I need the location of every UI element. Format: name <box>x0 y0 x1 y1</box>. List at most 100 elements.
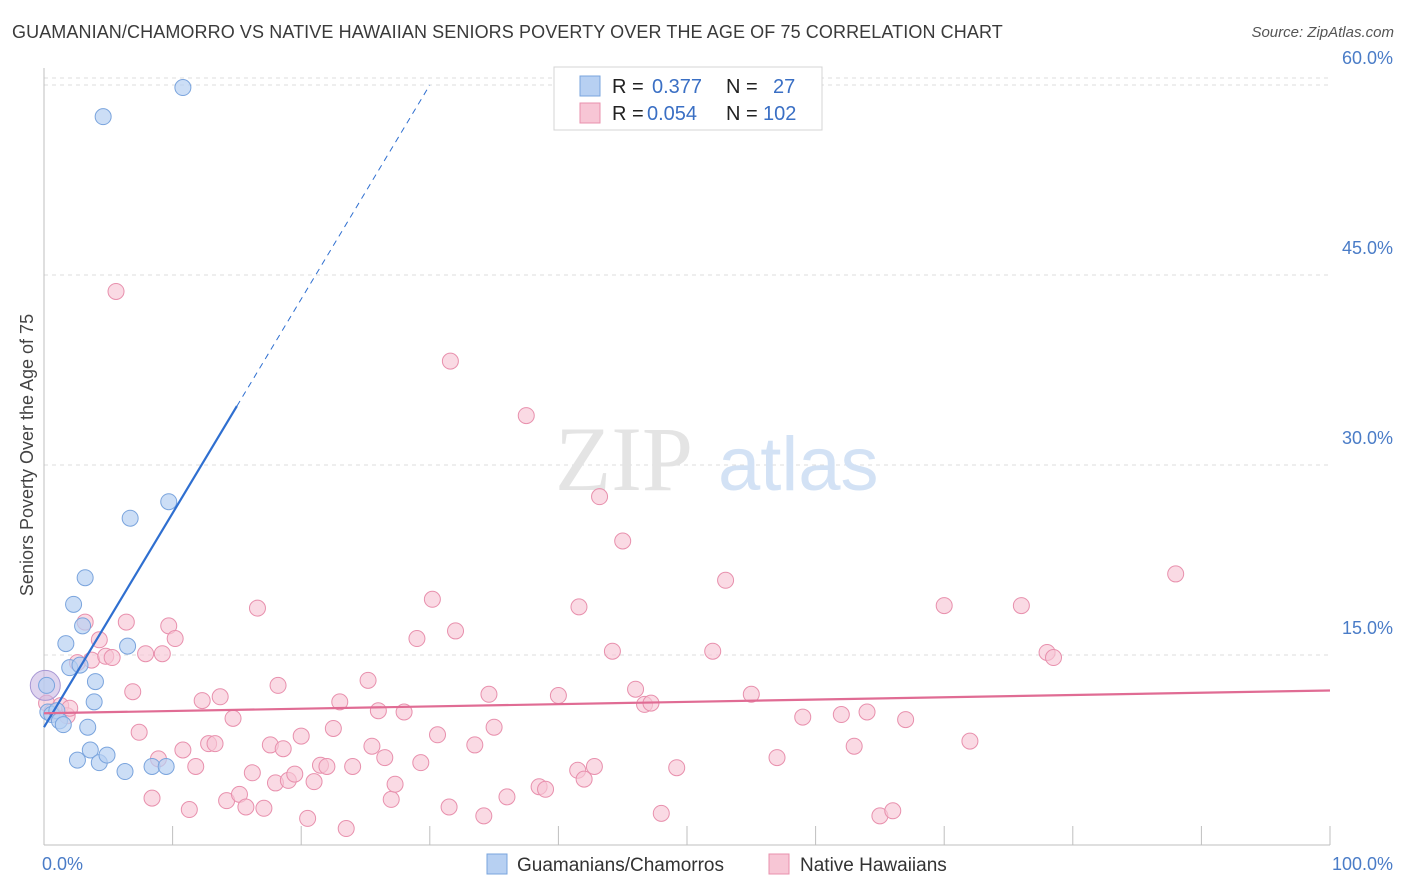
watermark: ZIP atlas <box>555 408 879 510</box>
watermark-atlas: atlas <box>718 422 879 507</box>
data-point-native-hawaiian <box>337 820 355 838</box>
data-point-guamanian <box>81 741 99 759</box>
legend-r-label-2: R = <box>612 103 644 125</box>
data-point-guamanian <box>160 493 178 511</box>
data-point-native-hawaiian <box>206 735 224 753</box>
tick-labels: 15.0% 30.0% 45.0% 60.0% 0.0% 100.0% <box>42 48 1393 874</box>
trend-line-guamanians <box>43 405 238 728</box>
data-point-native-hawaiian <box>143 789 161 807</box>
data-point-native-hawaiian <box>255 799 273 817</box>
data-point-guamanian <box>65 595 83 613</box>
bottom-legend-label-pink: Native Hawaiians <box>800 855 947 876</box>
legend-n-label-1: N = <box>726 76 758 98</box>
data-point-native-hawaiian <box>286 765 304 783</box>
x-tick-label-max: 100.0% <box>1332 854 1393 874</box>
data-point-guamanian <box>57 635 75 653</box>
data-point-guamanian <box>98 746 116 764</box>
data-point-guamanian <box>38 676 56 694</box>
data-point-native-hawaiian <box>794 708 812 726</box>
y-axis-label: Seniors Poverty Over the Age of 75 <box>17 314 37 596</box>
data-point-native-hawaiian <box>408 630 426 648</box>
data-point-native-hawaiian <box>704 642 722 660</box>
guamanians-points <box>29 79 192 781</box>
data-point-native-hawaiian <box>498 788 516 806</box>
data-point-guamanian <box>54 716 72 734</box>
data-point-guamanian <box>143 757 161 775</box>
data-point-native-hawaiian <box>344 757 362 775</box>
x-tick-label-min: 0.0% <box>42 854 83 874</box>
data-point-native-hawaiian <box>575 770 593 788</box>
data-point-native-hawaiian <box>211 688 229 706</box>
data-point-native-hawaiian <box>429 726 447 744</box>
data-point-native-hawaiian <box>103 649 121 667</box>
data-point-native-hawaiian <box>768 749 786 767</box>
data-point-native-hawaiian <box>153 645 171 663</box>
legend-n-value-1: 27 <box>773 76 795 98</box>
watermark-zip: ZIP <box>555 408 693 510</box>
data-point-native-hawaiian <box>117 613 135 631</box>
data-point-native-hawaiian <box>832 706 850 724</box>
data-point-native-hawaiian <box>324 719 342 737</box>
bottom-legend-swatch-blue <box>486 853 508 875</box>
data-point-native-hawaiian <box>331 693 349 711</box>
data-point-native-hawaiian <box>305 773 323 791</box>
data-point-native-hawaiian <box>845 737 863 755</box>
legend-n-value-2: 102 <box>763 103 796 125</box>
data-point-native-hawaiian <box>124 683 142 701</box>
data-point-native-hawaiian <box>627 680 645 698</box>
data-point-native-hawaiian <box>591 488 609 506</box>
data-point-guamanian <box>119 637 137 655</box>
data-point-native-hawaiian <box>248 599 266 617</box>
data-point-native-hawaiian <box>585 757 603 775</box>
data-point-native-hawaiian <box>166 630 184 648</box>
data-point-native-hawaiian <box>485 718 503 736</box>
data-point-native-hawaiian <box>1045 649 1063 667</box>
data-point-native-hawaiian <box>466 736 484 754</box>
bottom-legend-swatch-pink <box>768 853 790 875</box>
data-point-native-hawaiian <box>570 598 588 616</box>
series-legend: Guamanians/Chamorros Native Hawaiians <box>486 853 947 876</box>
source-label: Source: ZipAtlas.com <box>1251 24 1394 41</box>
data-point-native-hawaiian <box>961 732 979 750</box>
bottom-legend-label-blue: Guamanians/Chamorros <box>517 855 724 876</box>
data-point-native-hawaiian <box>614 532 632 550</box>
trend-line-guamanians-extension <box>236 84 431 407</box>
data-point-guamanian <box>121 509 139 527</box>
y-tick-label: 45.0% <box>1342 238 1393 258</box>
data-point-native-hawaiian <box>537 780 555 798</box>
data-point-guamanian <box>157 757 175 775</box>
data-point-native-hawaiian <box>897 711 915 729</box>
chart-title: GUAMANIAN/CHAMORRO VS NATIVE HAWAIIAN SE… <box>12 22 1003 42</box>
data-point-native-hawaiian <box>440 798 458 816</box>
data-point-native-hawaiian <box>652 804 670 822</box>
legend-swatch-pink <box>579 102 601 124</box>
data-point-native-hawaiian <box>603 642 621 660</box>
legend-r-label-1: R = <box>612 76 644 98</box>
data-point-native-hawaiian <box>130 723 148 741</box>
data-point-native-hawaiian <box>480 685 498 703</box>
data-point-native-hawaiian <box>180 801 198 819</box>
data-point-guamanian <box>116 763 134 781</box>
data-point-native-hawaiian <box>884 802 902 820</box>
trend-lines <box>43 84 1331 728</box>
gridlines <box>44 77 1330 656</box>
correlation-legend: R = 0.377 N = 27 R = 0.054 N = 102 <box>553 66 823 131</box>
data-point-native-hawaiian <box>187 757 205 775</box>
data-point-native-hawaiian <box>1167 565 1185 583</box>
data-point-native-hawaiian <box>318 757 336 775</box>
legend-swatch-blue <box>579 75 601 97</box>
data-point-guamanian <box>94 108 112 126</box>
data-point-native-hawaiian <box>549 687 567 705</box>
data-point-native-hawaiian <box>174 741 192 759</box>
trend-line-native-hawaiians <box>43 689 1331 715</box>
data-point-native-hawaiian <box>423 590 441 608</box>
data-point-native-hawaiian <box>363 737 381 755</box>
data-point-native-hawaiian <box>269 676 287 694</box>
legend-r-value-2: 0.054 <box>647 103 697 125</box>
data-point-native-hawaiian <box>717 571 735 589</box>
data-point-native-hawaiian <box>237 798 255 816</box>
data-point-native-hawaiian <box>359 671 377 689</box>
data-point-native-hawaiian <box>193 692 211 710</box>
data-point-native-hawaiian <box>742 685 760 703</box>
